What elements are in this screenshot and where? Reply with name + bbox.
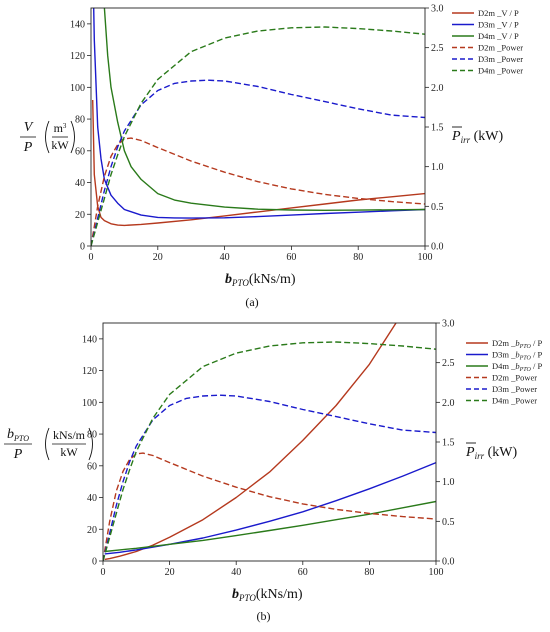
panel-caption: (a) — [245, 295, 258, 309]
legend-entry: D2m _Power — [478, 43, 523, 53]
legend-entry: D4m _V / P — [478, 31, 519, 41]
x-tick-label: 40 — [231, 567, 241, 578]
legend-entry: D4m _bPTO / P — [492, 361, 542, 373]
series-line-4 — [91, 79, 425, 246]
chart-panel-b: 0 20 40 60 80 100 0 20 40 60 80 100 120 140 0.0 0.5 1.0 1… — [4, 319, 542, 623]
x-tick-label: 80 — [364, 567, 374, 578]
series-line-3 — [91, 137, 425, 246]
y-label-numerator: bPTO — [7, 427, 29, 443]
legend-entry: D3m _bPTO / P — [492, 350, 542, 362]
y-tick-label: 40 — [87, 493, 97, 504]
y2-tick-label: 0.5 — [431, 202, 444, 213]
y-label-unit-top: kNs/m — [53, 428, 86, 442]
y2-label-text: Pirr (kW) — [451, 129, 503, 145]
x-axis-label: bPTO(kNs/m) — [232, 587, 303, 603]
legend-entry: D3m _Power — [478, 54, 523, 64]
x-tick-label: 0 — [101, 567, 106, 578]
y2-tick-label: 2.0 — [431, 83, 444, 94]
x-tick-label: 80 — [353, 252, 363, 263]
series-line-2 — [104, 500, 436, 553]
x-tick-label: 0 — [89, 252, 94, 263]
y-tick-label: 20 — [75, 210, 85, 221]
x-tick-label: 20 — [153, 252, 163, 263]
y2-tick-label: 0.0 — [431, 242, 444, 253]
y-axis-label-right: Pirr (kW) — [465, 442, 517, 461]
y-axis-label-right: Pirr (kW) — [451, 126, 503, 145]
y-tick-label: 100 — [82, 398, 97, 409]
series-line-1 — [104, 461, 436, 555]
legend-entry: D2m _bPTO / P — [492, 338, 542, 350]
chart-panel-a: 0 20 40 60 80 100 0 20 40 60 80 100 120 140 0.0 0.5 1.0 1… — [20, 4, 523, 309]
series-group — [91, 8, 425, 246]
x-tick-label: 20 — [165, 567, 175, 578]
y-tick-label: 0 — [80, 242, 85, 253]
y-tick-label: 80 — [87, 430, 97, 441]
series-line-3 — [103, 452, 436, 561]
series-group — [103, 323, 436, 561]
y2-tick-label: 1.0 — [431, 162, 444, 173]
legend-entry: D3m _Power — [492, 384, 537, 394]
y-tick-label: 80 — [75, 115, 85, 126]
y2-label-text: Pirr (kW) — [465, 445, 517, 461]
y-tick-label: 140 — [82, 334, 97, 345]
y-label-unit-bottom: kW — [60, 445, 78, 459]
series-line-5 — [103, 341, 436, 561]
y-tick-label: 20 — [87, 525, 97, 536]
y-label-unit-top: m3 — [54, 121, 67, 135]
legend-entry: D2m _Power — [492, 373, 537, 383]
y-label-paren-left — [45, 427, 50, 461]
legend-entry: D4m _Power — [492, 396, 537, 406]
y-tick-label: 60 — [75, 146, 85, 157]
y2-tick-label: 0.5 — [442, 517, 455, 528]
x-tick-label: 60 — [286, 252, 296, 263]
y2-tick-label: 2.0 — [442, 398, 455, 409]
legend-entry: D4m _Power — [478, 66, 523, 76]
series-line-2 — [103, 8, 425, 211]
y-label-numerator: V — [24, 120, 34, 135]
series-line-4 — [103, 394, 436, 561]
y-tick-label: 100 — [70, 83, 85, 94]
x-tick-label: 100 — [429, 567, 444, 578]
y-label-paren-right — [70, 120, 75, 154]
x-axis-label: bPTO(kNs/m) — [225, 272, 296, 288]
y2-tick-label: 2.5 — [442, 358, 455, 369]
y-label-denominator: P — [13, 447, 23, 462]
plot-frame — [102, 322, 437, 562]
series-line-5 — [91, 26, 425, 246]
panel-caption: (b) — [257, 609, 271, 623]
y2-tick-label: 3.0 — [442, 319, 455, 330]
y2-tick-label: 1.0 — [442, 477, 455, 488]
legend-entry: D2m _V / P — [478, 8, 519, 18]
y-tick-label: 0 — [92, 557, 97, 568]
x-tick-label: 40 — [220, 252, 230, 263]
y2-tick-label: 1.5 — [431, 123, 444, 134]
y-label-unit-bottom: kW — [51, 138, 69, 152]
y2-tick-label: 1.5 — [442, 438, 455, 449]
y-label-denominator: P — [23, 140, 33, 155]
y-tick-label: 120 — [70, 51, 85, 62]
legend-entry: D3m _V / P — [478, 20, 519, 30]
y-label-paren-right — [88, 427, 93, 461]
series-line-1 — [93, 8, 425, 219]
y2-tick-label: 0.0 — [442, 557, 455, 568]
x-tick-label: 60 — [298, 567, 308, 578]
y2-tick-label: 3.0 — [431, 4, 444, 15]
series-line-0 — [104, 323, 397, 561]
y-label-paren-left — [45, 120, 50, 154]
y-tick-label: 40 — [75, 178, 85, 189]
y-tick-label: 60 — [87, 461, 97, 472]
y2-tick-label: 2.5 — [431, 43, 444, 54]
x-tick-label: 100 — [418, 252, 433, 263]
series-line-0 — [92, 99, 425, 227]
y-tick-label: 120 — [82, 366, 97, 377]
y-tick-label: 140 — [70, 19, 85, 30]
